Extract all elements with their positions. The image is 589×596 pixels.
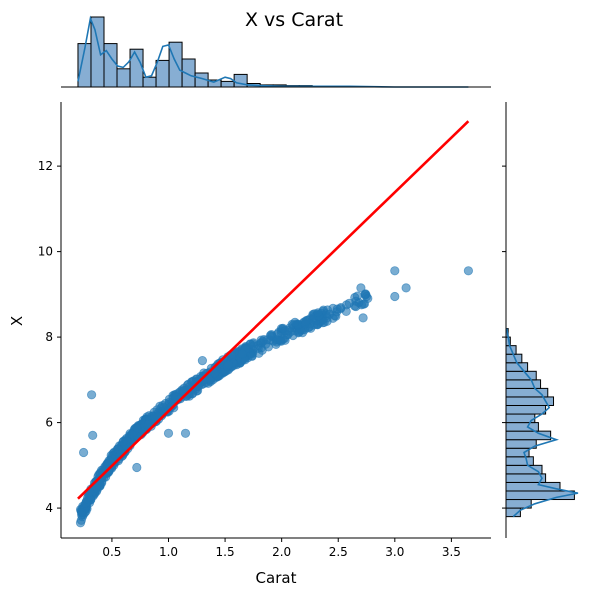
scatter-point-outlier	[463, 266, 473, 276]
marginal-y-bar	[505, 481, 561, 492]
x-tick-label: 0.5	[102, 545, 121, 559]
scatter-point	[104, 456, 114, 466]
marginal-y-bar	[505, 404, 547, 415]
scatter-point	[77, 510, 87, 520]
scatter-point	[158, 400, 168, 411]
marginal-x-bar	[116, 68, 131, 88]
marginal-y-bar	[505, 387, 549, 398]
scatter-point-outlier	[401, 283, 411, 293]
x-tick-label: 3.0	[385, 545, 404, 559]
scatter-point	[301, 316, 311, 326]
scatter-point	[350, 292, 360, 303]
y-tick-label: 6	[45, 416, 53, 430]
scatter-point-outlier	[163, 428, 174, 438]
scatter-point-outlier	[88, 430, 98, 440]
marginal-y-bar	[505, 379, 542, 389]
marginal-x-bar	[90, 16, 105, 88]
scatter-point	[275, 336, 286, 346]
marginal-y-bar	[505, 362, 529, 372]
scatter-point-outlier	[132, 462, 142, 473]
marginal-y-bar	[505, 464, 543, 475]
scatter-point-outlier	[87, 390, 97, 400]
x-tick-label: 1.0	[159, 545, 178, 559]
scatter-point-outlier	[358, 313, 368, 323]
scatter-point	[265, 330, 276, 341]
marginal-x-bar	[168, 41, 183, 88]
scatter-point-outlier	[118, 437, 128, 447]
scatter-point	[278, 323, 288, 333]
marginal-x-histogram	[61, 15, 491, 88]
scatter-point-outlier	[390, 291, 400, 302]
main-scatter-plot: 0.5 1.0 1.5 2.0 2.5 3.0 3.5 4 6 8 10 12	[38, 102, 491, 559]
x-tick-label: 2.5	[329, 545, 348, 559]
x-axis-label: Carat	[256, 569, 297, 587]
regression-line	[77, 120, 470, 500]
scatter-point	[351, 301, 361, 312]
scatter-point	[256, 335, 266, 345]
scatter-point	[313, 308, 323, 318]
scatter-point-outlier	[79, 447, 89, 458]
scatter-point-outlier	[361, 291, 372, 302]
marginal-x-bar	[220, 80, 235, 88]
marginal-y-bar	[505, 439, 537, 449]
marginal-x-kde	[77, 15, 469, 88]
scatter-point	[132, 422, 142, 433]
x-tick-label: 3.5	[442, 545, 461, 559]
regression-line-group	[77, 120, 470, 500]
scatter-point-outlier	[180, 428, 191, 438]
y-tick-label: 8	[45, 330, 53, 344]
marginal-y-bar	[505, 456, 534, 466]
axes: 0.5 1.0 1.5 2.0 2.5 3.0 3.5 4 6 8 10 12	[38, 102, 491, 559]
scatter-point	[104, 466, 114, 476]
y-tick-label: 4	[45, 501, 53, 515]
scatter-point	[81, 498, 91, 508]
marginal-x-bar	[142, 76, 157, 88]
y-tick-label: 10	[38, 245, 53, 259]
scatter-point	[324, 309, 335, 319]
scatter-point	[237, 349, 247, 359]
scatter-point-outlier	[356, 283, 366, 293]
marginal-y-kde	[505, 328, 579, 518]
scatter-point	[332, 304, 342, 314]
y-tick-label: 12	[38, 159, 53, 173]
scatter-point-outlier	[197, 355, 207, 366]
scatter-point	[319, 317, 329, 327]
chart-title: X vs Carat	[245, 9, 343, 31]
scatter-points	[75, 266, 473, 528]
x-tick-label: 1.5	[216, 545, 235, 559]
scatter-point	[257, 345, 267, 355]
scatter-point-outlier	[390, 266, 400, 276]
scatter-point	[177, 385, 187, 395]
scatter-point	[224, 359, 234, 370]
marginal-y-histogram	[502, 102, 579, 538]
x-tick-label: 2.0	[272, 545, 291, 559]
marginal-y-bar	[505, 370, 537, 381]
marginal-x-bar	[155, 59, 170, 88]
scatter-point	[210, 368, 220, 378]
scatter-point	[91, 483, 101, 493]
y-axis-label: X	[8, 316, 26, 326]
scatter-point	[290, 317, 300, 327]
